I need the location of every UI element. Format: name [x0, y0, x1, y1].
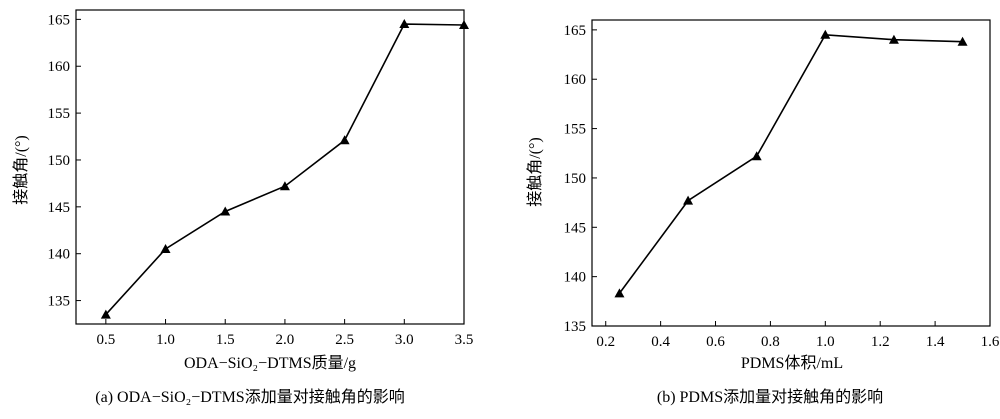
- x-tick-label: 0.5: [96, 332, 115, 348]
- x-axis-label-b: PDMS体积/mL: [741, 354, 843, 372]
- x-tick: 2.5: [335, 319, 354, 348]
- x-tick-label: 1.5: [216, 332, 235, 348]
- y-tick: 160: [48, 59, 81, 75]
- y-tick-label: 140: [48, 247, 71, 263]
- x-tick: 1.0: [816, 321, 835, 350]
- y-tick: 135: [48, 294, 81, 310]
- data-point-marker: [820, 29, 831, 39]
- y-tick-label: 155: [564, 122, 587, 138]
- y-tick: 165: [48, 12, 81, 28]
- y-tick: 145: [48, 200, 81, 216]
- y-tick-label: 160: [48, 59, 71, 75]
- y-tick-label: 165: [564, 23, 587, 39]
- x-tick-label: 2.0: [276, 332, 295, 348]
- x-tick: 1.0: [156, 319, 175, 348]
- y-tick: 155: [48, 106, 81, 122]
- y-tick-label: 165: [48, 12, 71, 28]
- y-axis-label-b: 接触角/(°): [526, 137, 544, 207]
- data-point-marker: [888, 34, 899, 44]
- data-point-marker: [339, 135, 350, 145]
- y-tick: 150: [564, 171, 597, 187]
- data-point-marker: [100, 309, 111, 319]
- y-tick: 165: [564, 23, 597, 39]
- x-tick: 1.2: [871, 321, 890, 350]
- y-tick-label: 135: [564, 319, 587, 335]
- y-tick-label: 135: [48, 294, 71, 310]
- x-tick: 1.6: [981, 321, 1000, 350]
- x-tick-label: 0.2: [596, 334, 615, 350]
- data-point-marker: [614, 288, 625, 298]
- y-tick: 140: [48, 247, 81, 263]
- y-tick-label: 150: [564, 171, 587, 187]
- data-point-marker: [751, 151, 762, 161]
- x-tick: 0.2: [596, 321, 615, 350]
- data-point-marker: [160, 244, 171, 254]
- x-tick-label: 3.5: [455, 332, 474, 348]
- y-tick-label: 150: [48, 153, 71, 169]
- y-tick: 135: [564, 319, 597, 335]
- y-tick: 140: [564, 270, 597, 286]
- y-tick: 160: [564, 72, 597, 88]
- chart-a: 0.5 1.0 1.5 2.0 2.5 3.0 3.5 135 140 145 150 155 160…: [12, 9, 474, 406]
- y-tick-label: 140: [564, 270, 587, 286]
- y-tick-label: 145: [48, 200, 71, 216]
- x-tick: 3.5: [455, 319, 474, 348]
- y-tick: 145: [564, 220, 597, 236]
- x-tick-label: 0.6: [706, 334, 725, 350]
- x-axis-label-a: ODA−SiO₂−DTMS质量/g: [184, 354, 356, 372]
- x-tick: 0.6: [706, 321, 725, 350]
- caption-a: (a) ODA−SiO₂−DTMS添加量对接触角的影响: [95, 388, 404, 406]
- x-tick: 1.5: [216, 319, 235, 348]
- x-tick: 2.0: [276, 319, 295, 348]
- y-tick-label: 155: [48, 106, 71, 122]
- plot-frame-b: [591, 19, 991, 327]
- x-tick: 0.4: [651, 321, 670, 350]
- series-line-a: [105, 23, 465, 316]
- y-tick: 155: [564, 122, 597, 138]
- x-tick: 0.5: [96, 319, 115, 348]
- x-tick: 3.0: [395, 319, 414, 348]
- x-tick-label: 1.0: [816, 334, 835, 350]
- data-point-marker: [279, 181, 290, 191]
- x-tick-label: 0.4: [651, 334, 670, 350]
- data-point-marker: [957, 36, 968, 46]
- data-point-marker: [220, 206, 231, 216]
- caption-b: (b) PDMS添加量对接触角的影响: [657, 388, 883, 406]
- x-tick-label: 1.4: [926, 334, 945, 350]
- x-tick-label: 1.2: [871, 334, 890, 350]
- data-point-marker: [683, 195, 694, 205]
- data-point-marker: [459, 19, 469, 29]
- x-tick-label: 1.0: [156, 332, 175, 348]
- y-tick-label: 145: [564, 220, 587, 236]
- y-axis-label-a: 接触角/(°): [12, 135, 30, 205]
- x-tick: 0.8: [761, 321, 780, 350]
- x-tick-label: 1.6: [981, 334, 1000, 350]
- x-tick-label: 3.0: [395, 332, 414, 348]
- x-tick-label: 2.5: [335, 332, 354, 348]
- x-tick-label: 0.8: [761, 334, 780, 350]
- series-line-b: [618, 33, 963, 294]
- y-tick-label: 160: [564, 72, 587, 88]
- x-tick: 1.4: [926, 321, 945, 350]
- plot-frame-a: [75, 9, 465, 325]
- y-tick: 150: [48, 153, 81, 169]
- data-point-marker: [399, 19, 410, 29]
